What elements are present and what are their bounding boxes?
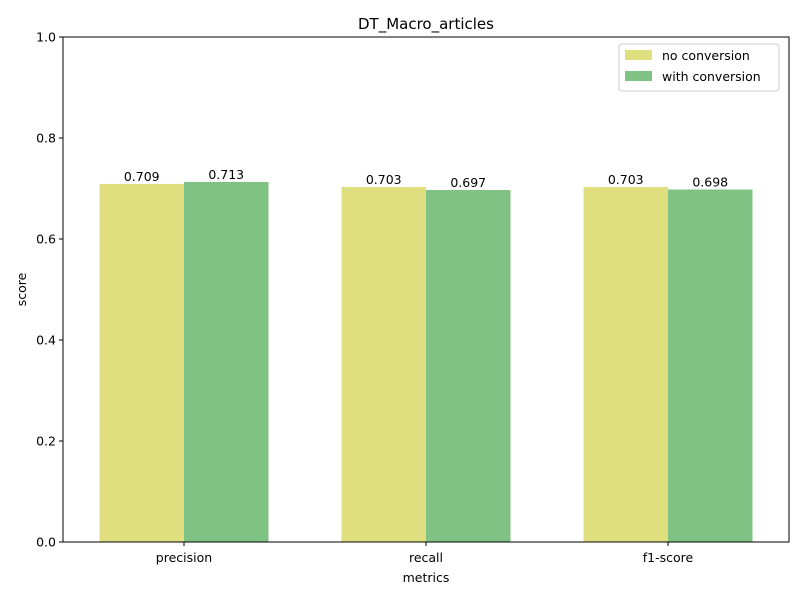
- bar-value-label: 0.709: [124, 169, 160, 184]
- bar: [99, 183, 184, 542]
- legend-box: [618, 43, 780, 92]
- x-axis-title: metrics: [403, 570, 450, 585]
- axes-frame: [62, 36, 790, 543]
- x-tick-label: recall: [409, 550, 443, 565]
- legend-label: with conversion: [662, 69, 761, 84]
- bar-value-label: 0.697: [450, 175, 486, 190]
- plot-area: 0.0 0.2 0.4 0.6 0.8 1.0 0.709 0.713 precision 0.7…: [36, 30, 753, 565]
- y-tick-label: 0.2: [36, 434, 56, 449]
- bar-value-label: 0.703: [366, 172, 402, 187]
- y-tick-label: 0.6: [36, 232, 56, 247]
- bar: [184, 181, 269, 542]
- bar-value-label: 0.713: [208, 167, 244, 182]
- legend: no conversion with conversion: [618, 43, 780, 92]
- bar-value-label: 0.703: [608, 172, 644, 187]
- bar-value-label: 0.698: [692, 175, 728, 190]
- bar: [341, 186, 426, 543]
- bar: [426, 190, 511, 542]
- legend-label: no conversion: [662, 48, 750, 63]
- bar: [583, 186, 668, 543]
- y-axis-title: score: [14, 272, 29, 306]
- y-tick-label: 0.4: [36, 333, 56, 348]
- x-tick-label: precision: [156, 550, 212, 565]
- bar: [668, 189, 753, 542]
- y-tick-label: 0.0: [36, 535, 56, 550]
- legend-swatch: [625, 71, 652, 81]
- x-tick-label: f1-score: [643, 550, 694, 565]
- y-tick-label: 0.8: [36, 131, 56, 146]
- chart-title: DT_Macro_articles: [358, 15, 494, 34]
- legend-swatch: [625, 50, 652, 60]
- y-tick-label: 1.0: [36, 30, 56, 45]
